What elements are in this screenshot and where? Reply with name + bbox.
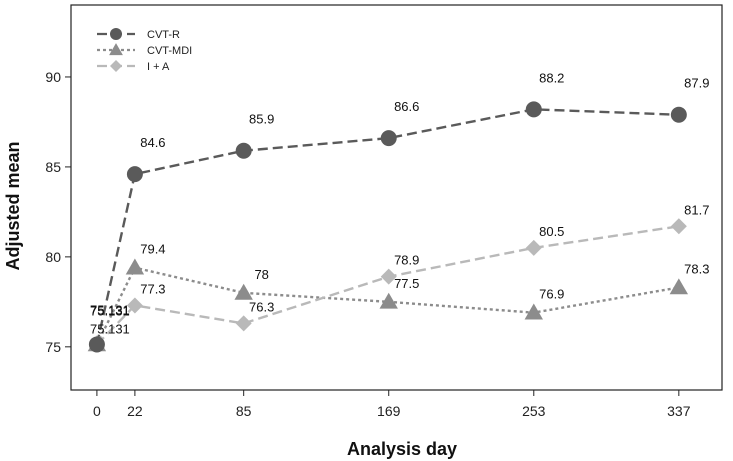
data-point bbox=[379, 292, 398, 309]
data-point bbox=[126, 166, 143, 183]
x-axis-label: Analysis day bbox=[347, 439, 457, 459]
data-label: 81.7 bbox=[684, 202, 709, 217]
data-label: 78 bbox=[254, 267, 268, 282]
x-tick-label: 253 bbox=[522, 403, 546, 419]
data-label: 77.5 bbox=[394, 276, 419, 291]
legend-marker bbox=[109, 43, 123, 56]
data-labels: 75.131 84.6 85.9 86.6 88.2 87.9 75.131 79.4 78 77… bbox=[90, 70, 709, 336]
data-point bbox=[525, 239, 542, 256]
x-tick-label: 85 bbox=[236, 403, 252, 419]
data-label: 80.5 bbox=[539, 224, 564, 239]
data-label: 88.2 bbox=[539, 70, 564, 85]
legend-label: CVT-MDI bbox=[147, 45, 192, 57]
x-tick-label: 169 bbox=[377, 403, 401, 419]
data-point bbox=[670, 218, 687, 235]
data-label: 76.3 bbox=[249, 299, 274, 314]
data-label: 76.9 bbox=[539, 287, 564, 302]
legend-item: CVT-R bbox=[97, 28, 180, 41]
data-point bbox=[88, 336, 105, 353]
series-1 bbox=[95, 266, 680, 345]
x-tick-label: 22 bbox=[127, 403, 143, 419]
legend-item: I + A bbox=[97, 60, 170, 73]
x-tick-label: 0 bbox=[93, 403, 101, 419]
series-line bbox=[95, 266, 680, 345]
data-label: 86.6 bbox=[394, 99, 419, 114]
data-point bbox=[125, 258, 145, 275]
y-tick-label: 75 bbox=[45, 339, 61, 355]
data-label: 78.9 bbox=[394, 253, 419, 268]
legend: CVT-R CVT-MDI I + A bbox=[97, 28, 192, 73]
data-point bbox=[235, 142, 252, 159]
data-label: 87.9 bbox=[684, 76, 709, 91]
series-layer bbox=[87, 101, 689, 353]
data-point bbox=[670, 106, 687, 123]
data-point bbox=[525, 101, 542, 118]
legend-item: CVT-MDI bbox=[97, 43, 192, 57]
series-markers bbox=[88, 101, 687, 353]
series-0 bbox=[95, 108, 679, 345]
data-point bbox=[380, 130, 397, 147]
plot-frame bbox=[70, 4, 723, 391]
y-tick-label: 80 bbox=[45, 249, 61, 265]
data-label: 79.4 bbox=[140, 242, 165, 257]
data-label: 75.131 bbox=[90, 302, 130, 317]
y-axis-label: Adjusted mean bbox=[3, 141, 23, 270]
legend-label: I + A bbox=[147, 61, 170, 73]
data-point bbox=[669, 278, 689, 295]
series-line bbox=[96, 225, 680, 346]
data-label: 85.9 bbox=[249, 112, 274, 127]
data-label: 84.6 bbox=[140, 135, 165, 150]
data-label: 75.131 bbox=[90, 303, 130, 318]
legend-marker bbox=[110, 28, 122, 40]
data-label: 78.3 bbox=[684, 261, 709, 276]
data-point bbox=[126, 297, 143, 314]
x-tick-label: 337 bbox=[667, 403, 691, 419]
series-line bbox=[95, 108, 679, 345]
axes: 75 80 85 90 0 22 85 169 253 337 bbox=[45, 4, 723, 419]
series-2 bbox=[96, 225, 680, 346]
data-point bbox=[235, 315, 252, 332]
legend-marker bbox=[110, 60, 122, 72]
y-tick-label: 90 bbox=[45, 69, 61, 85]
data-point bbox=[234, 283, 253, 300]
y-tick-label: 85 bbox=[45, 159, 61, 175]
data-label: 75.131 bbox=[90, 321, 130, 336]
data-label: 77.3 bbox=[140, 281, 165, 296]
legend-label: CVT-R bbox=[147, 29, 180, 41]
data-point bbox=[524, 303, 543, 320]
data-point bbox=[380, 268, 397, 285]
